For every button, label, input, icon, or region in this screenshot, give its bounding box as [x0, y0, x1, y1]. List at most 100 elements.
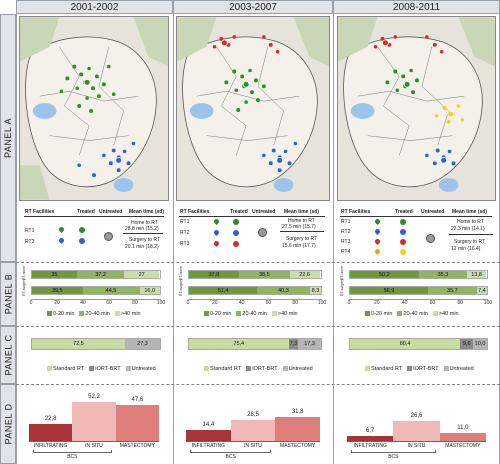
bar-segment: 37,2	[76, 271, 125, 278]
bar-treatment: 72,50,227,3	[31, 338, 161, 350]
bar-segment: 80,4	[350, 339, 461, 349]
bar-segment: 9,6	[460, 339, 474, 349]
legend-text: Untreated	[449, 366, 474, 372]
bar-segment: 7,3	[288, 339, 299, 349]
tick-label: 0	[186, 300, 190, 306]
divider	[173, 0, 174, 464]
legend-surgery-value: 12 min (16.4)	[451, 246, 481, 252]
legend-entry: >40 min	[114, 311, 141, 317]
legend-swatch	[79, 311, 85, 317]
legend-entry: 20-40 min	[236, 311, 267, 317]
legend-entry: 20-40 min	[397, 311, 428, 317]
bar-value-label: 28,5	[247, 411, 259, 418]
pin-green-icon	[57, 225, 66, 234]
column-header-1: 2001-2002	[16, 0, 173, 14]
bar-home: 35 37,2 27	[31, 270, 161, 279]
tick-label: 60	[429, 300, 436, 306]
axis	[347, 441, 486, 442]
bar-infiltrating	[186, 430, 231, 441]
bar-row-label: RT-surgery	[22, 278, 26, 296]
bar-segment: 17,3	[298, 339, 321, 349]
panel-d-label: PANEL D	[0, 384, 16, 464]
legend-mean-time: Mean time (sd)	[284, 209, 320, 215]
axis	[31, 299, 161, 300]
legend-treated: Treated	[230, 209, 248, 215]
legend-entry: >40 min	[432, 311, 459, 317]
pin-blue-icon	[212, 228, 221, 237]
legend-text: Untreated	[131, 366, 156, 372]
tick-label: 20	[54, 300, 60, 306]
legend-swatch	[397, 311, 403, 317]
bar-segment: 50,2	[350, 271, 419, 278]
tick-label: 40	[80, 300, 86, 306]
pin-blue-icon	[57, 236, 66, 245]
bcs-label: BCS	[225, 454, 236, 460]
dot-green-icon	[233, 219, 239, 225]
bar-mastectomy	[115, 405, 159, 441]
bar-segment: 27,3	[125, 339, 160, 349]
dot-blue-icon	[233, 230, 239, 236]
legend-entry: 0-20 min	[47, 311, 74, 317]
bar-segment: 35,7	[427, 287, 477, 294]
category-label: MASTECTOMY	[119, 443, 155, 449]
bar-infiltrating	[347, 435, 394, 441]
legend-entry: 0-20 min	[204, 311, 231, 317]
legend-untreated: Untreated	[99, 209, 123, 215]
legend-mean-time: Mean time (sd)	[129, 209, 165, 215]
pin-green-icon	[212, 217, 221, 226]
legend-swatch	[246, 366, 252, 372]
tick-label: 0	[29, 300, 33, 306]
tick-label: 40	[238, 300, 245, 306]
legend-rule	[24, 216, 164, 217]
legend-rt-facilities: RT Facilities	[341, 209, 371, 215]
bar-value-label: 14,4	[202, 422, 215, 429]
tick-label: 40	[401, 300, 408, 306]
bar-segment: 10,0	[473, 339, 487, 349]
category-label: IN SITU	[244, 443, 262, 449]
dot-red-icon	[233, 241, 239, 247]
panel-c-legend: Standard RT IORT-BRT Untreated	[47, 366, 156, 372]
legend-text: Standard RT	[371, 366, 403, 372]
bcs-bracket	[190, 450, 272, 453]
legend-entry: Untreated	[443, 366, 474, 372]
dot-gray-icon	[104, 232, 113, 241]
legend-rule	[280, 231, 324, 232]
bar-segment: 13,8	[467, 271, 487, 278]
legend-swatch	[236, 311, 242, 317]
bar-treatment: 75,4 7,3 17,3	[188, 338, 322, 350]
bar-segment: 51,4	[189, 287, 257, 294]
legend-rt1: RT1	[180, 219, 190, 225]
category-label: MASTECTOMY	[280, 443, 316, 449]
tick-label: 100	[156, 300, 166, 306]
bar-segment: 38,5	[238, 271, 290, 278]
legend-swatch	[89, 366, 95, 372]
tick-label: 80	[457, 300, 463, 306]
panel-c-label: PANEL C	[0, 326, 16, 384]
legend-rt4: RT4	[341, 249, 351, 255]
legend-swatch	[204, 366, 209, 372]
dot-blue-icon	[400, 229, 406, 235]
legend-text: 0-20 min	[371, 311, 393, 317]
legend-swatch	[365, 366, 370, 372]
map-graphic	[338, 17, 495, 200]
panel-c-legend: Standard RT IORT-BRT Untreated	[365, 366, 474, 372]
legend-entry: Standard RT	[365, 366, 402, 372]
legend-rt-facilities: RT Facilities	[180, 209, 210, 215]
tick-label: 60	[106, 300, 112, 306]
legend-untreated: Untreated	[252, 209, 276, 215]
legend-entry: IORT-BRT	[89, 366, 121, 372]
legend-text: IORT-BRT	[413, 366, 439, 372]
legend-swatch	[125, 366, 131, 372]
legend-rt2: RT2	[25, 239, 35, 245]
category-label: INFILTRATING	[33, 443, 68, 449]
bar-in-situ	[230, 419, 276, 441]
legend-rule	[123, 233, 163, 234]
legend-swatch	[432, 311, 438, 317]
legend-swatch	[282, 366, 288, 372]
legend-home-value: 22.3 min (14.1)	[451, 226, 485, 232]
legend-entry: Standard RT	[204, 366, 241, 372]
dot-green-icon	[79, 227, 85, 233]
column-header-2: 2003-2007	[173, 0, 333, 14]
section-divider	[16, 326, 500, 327]
dot-gray-icon	[426, 234, 435, 243]
